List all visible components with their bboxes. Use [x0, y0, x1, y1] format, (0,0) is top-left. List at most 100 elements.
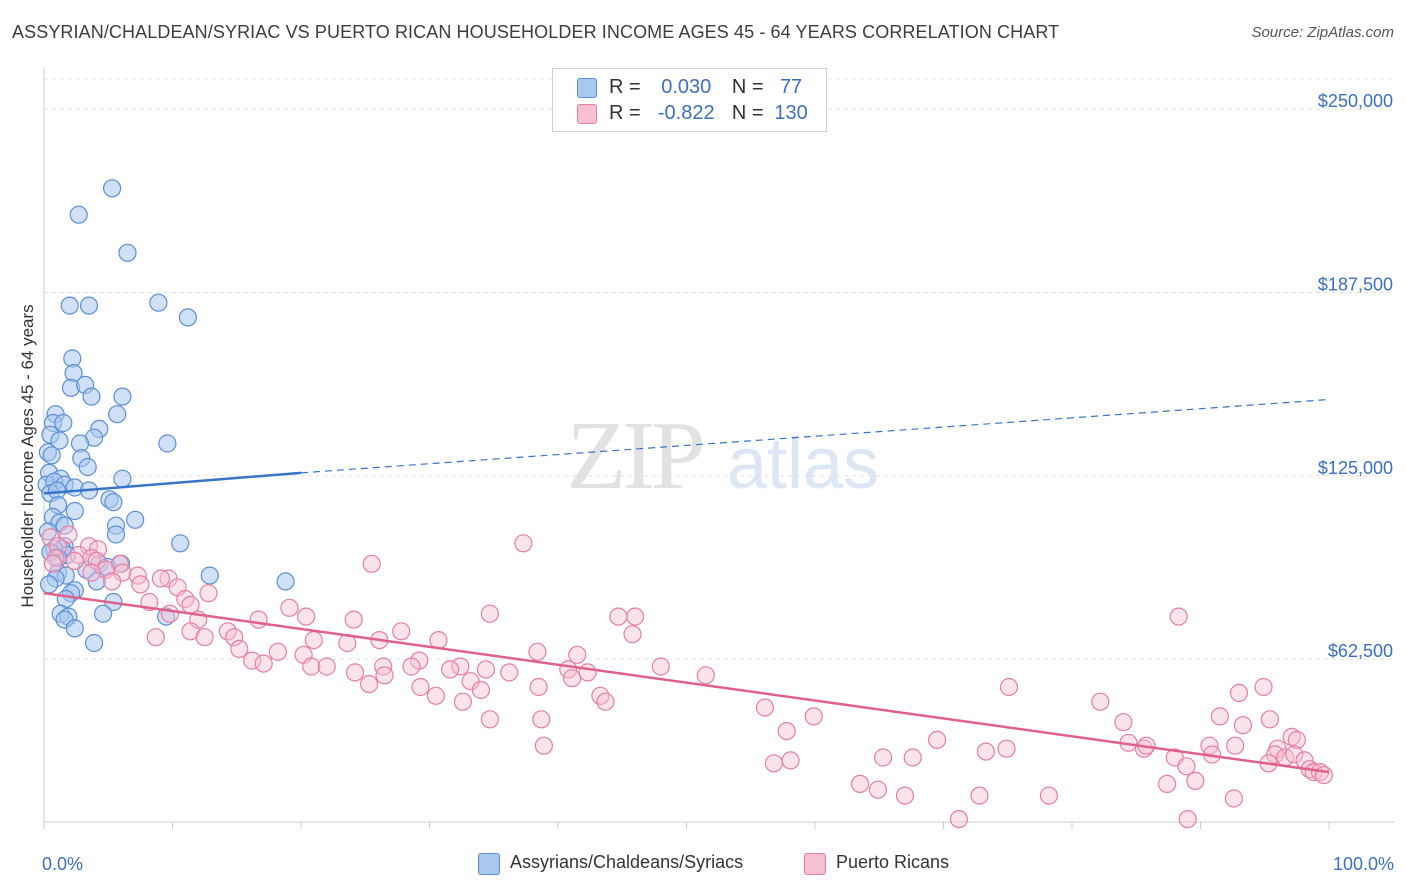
legend-swatch-blue [577, 78, 597, 98]
point-puerto-ricans [755, 698, 775, 717]
point-puerto-ricans [146, 628, 165, 647]
point-assyrians [108, 405, 127, 424]
x-tick-label-min: 0.0% [42, 854, 83, 874]
point-assyrians [54, 413, 73, 433]
point-assyrians [82, 387, 101, 406]
y-tick-label: $125,000 [1318, 458, 1393, 478]
point-puerto-ricans [199, 584, 218, 603]
point-puerto-ricans [411, 677, 430, 697]
point-puerto-ricans [65, 551, 84, 571]
point-puerto-ricans [1039, 786, 1059, 805]
point-assyrians [149, 293, 168, 312]
axes [43, 68, 1394, 829]
y-tick-label: $250,000 [1318, 91, 1393, 111]
point-puerto-ricans [1226, 736, 1245, 755]
legend-n-value: 130 [774, 102, 808, 124]
point-puerto-ricans [160, 604, 179, 623]
point-puerto-ricans [302, 657, 321, 676]
legend-label-puerto-ricans: Puerto Ricans [836, 852, 950, 872]
point-puerto-ricans [534, 736, 554, 755]
point-assyrians [69, 205, 88, 224]
point-puerto-ricans [102, 572, 122, 591]
point-assyrians [102, 179, 122, 198]
watermark-zip: ZIP [567, 402, 702, 510]
point-puerto-ricans [873, 748, 893, 767]
point-puerto-ricans [345, 663, 365, 682]
point-puerto-ricans [131, 575, 150, 594]
point-puerto-ricans [1233, 716, 1253, 735]
point-puerto-ricans [1229, 683, 1249, 703]
point-puerto-ricans [500, 663, 519, 682]
point-puerto-ricans [1177, 757, 1196, 776]
point-assyrians [55, 516, 74, 535]
point-puerto-ricans [249, 610, 268, 629]
legend-n-value: 77 [779, 76, 803, 98]
point-puerto-ricans [230, 639, 249, 659]
point-puerto-ricans [1169, 607, 1188, 626]
point-puerto-ricans [596, 692, 615, 711]
watermark: ZIP atlas [567, 402, 880, 510]
legend-label-assyrians: Assyrians/Chaldeans/Syriacs [510, 852, 744, 872]
point-puerto-ricans [453, 692, 472, 711]
point-puerto-ricans [176, 589, 195, 609]
point-puerto-ricans [804, 707, 823, 726]
point-puerto-ricans [970, 786, 989, 805]
point-assyrians [79, 296, 99, 315]
point-puerto-ricans [1254, 677, 1273, 697]
legend-swatch-blue [478, 853, 500, 875]
point-puerto-ricans [927, 730, 947, 750]
legend-r-label: R = [609, 76, 641, 98]
correlation-legend: R = 0.030 N = 77 R = -0.822 N = 130 [552, 68, 827, 132]
point-puerto-ricans [476, 660, 496, 679]
point-puerto-ricans [82, 563, 101, 582]
point-puerto-ricans [895, 786, 915, 805]
point-puerto-ricans [48, 537, 68, 556]
point-assyrians [200, 566, 219, 585]
trend-lines [43, 398, 1330, 774]
point-puerto-ricans [243, 651, 262, 670]
legend-r-label: R = [609, 102, 641, 124]
point-puerto-ricans [609, 607, 628, 626]
legend-r-value: -0.822 [657, 102, 715, 124]
point-puerto-ricans [375, 666, 394, 685]
point-puerto-ricans [777, 721, 796, 741]
point-assyrians [42, 446, 61, 465]
point-assyrians [171, 534, 190, 553]
point-puerto-ricans [591, 686, 610, 705]
point-assyrians [113, 387, 132, 406]
point-puerto-ricans [1186, 771, 1205, 791]
point-puerto-ricans [568, 645, 587, 664]
point-assyrians [104, 493, 123, 512]
point-puerto-ricans [850, 774, 870, 794]
point-assyrians [276, 572, 295, 591]
point-assyrians [106, 525, 126, 544]
point-assyrians [93, 604, 113, 623]
point-assyrians [50, 431, 69, 450]
point-puerto-ricans [441, 660, 460, 679]
trend-line-assyrians [43, 471, 302, 495]
series-puerto-ricans-points [41, 525, 1334, 829]
x-tick-label-max: 100.0% [1333, 854, 1394, 874]
point-puerto-ricans [480, 604, 499, 623]
point-assyrians [178, 308, 197, 327]
point-puerto-ricans [317, 657, 336, 676]
point-puerto-ricans [764, 754, 784, 773]
point-assyrians [126, 510, 145, 529]
point-puerto-ricans [999, 677, 1019, 697]
point-puerto-ricans [360, 674, 379, 694]
point-assyrians [84, 633, 104, 653]
point-puerto-ricans [1157, 774, 1177, 794]
point-puerto-ricans [254, 654, 273, 673]
point-assyrians [118, 243, 137, 262]
point-puerto-ricans [1091, 692, 1110, 711]
point-puerto-ricans [997, 739, 1016, 758]
point-puerto-ricans [151, 569, 170, 588]
point-puerto-ricans [59, 525, 78, 544]
point-puerto-ricans [471, 680, 490, 700]
point-puerto-ricans [528, 642, 547, 661]
trend-line-assyrians-extrapolated [300, 398, 1330, 474]
y-tick-label: $62,500 [1328, 641, 1393, 661]
point-puerto-ricans [529, 677, 548, 697]
point-puerto-ricans [578, 663, 597, 682]
point-puerto-ricans [1224, 789, 1244, 808]
